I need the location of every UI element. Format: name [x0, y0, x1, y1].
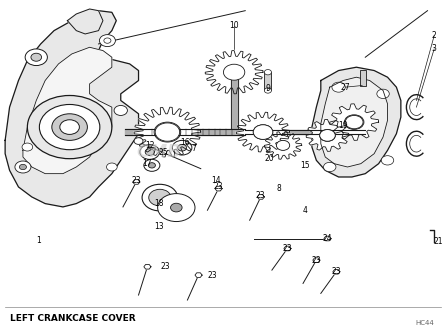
Circle shape [25, 49, 47, 65]
Text: 17: 17 [143, 159, 152, 168]
Text: 23: 23 [312, 256, 321, 265]
Circle shape [319, 129, 335, 141]
Circle shape [15, 161, 31, 173]
Circle shape [264, 88, 272, 93]
Circle shape [39, 105, 100, 150]
Circle shape [60, 120, 79, 134]
Text: 23: 23 [207, 271, 217, 280]
Text: LEFT CRANKCASE COVER: LEFT CRANKCASE COVER [9, 314, 135, 323]
Polygon shape [330, 104, 379, 140]
Polygon shape [231, 72, 238, 129]
Bar [360, 69, 366, 86]
Polygon shape [134, 107, 201, 157]
Circle shape [332, 82, 345, 92]
Polygon shape [321, 77, 388, 167]
Polygon shape [195, 273, 202, 278]
Circle shape [377, 89, 389, 99]
Circle shape [320, 130, 335, 141]
Text: 16: 16 [180, 138, 190, 147]
Text: 9: 9 [265, 85, 270, 93]
Circle shape [381, 156, 394, 165]
Circle shape [155, 123, 180, 141]
Circle shape [157, 194, 195, 221]
Circle shape [253, 125, 273, 139]
Circle shape [99, 35, 116, 47]
Polygon shape [324, 236, 331, 241]
Text: 20: 20 [265, 154, 274, 163]
Circle shape [149, 163, 155, 168]
Circle shape [277, 141, 289, 150]
Circle shape [172, 140, 192, 155]
Text: 2: 2 [432, 31, 437, 40]
Circle shape [225, 65, 243, 79]
Polygon shape [125, 129, 245, 135]
Polygon shape [245, 130, 365, 134]
Text: 15: 15 [301, 161, 310, 170]
Text: 24: 24 [322, 234, 332, 243]
Polygon shape [67, 9, 103, 34]
Circle shape [142, 184, 178, 211]
Text: 21: 21 [434, 237, 443, 246]
Bar [264, 72, 272, 91]
Polygon shape [144, 265, 151, 269]
Circle shape [27, 96, 112, 159]
Circle shape [19, 164, 26, 170]
Circle shape [144, 159, 160, 171]
Text: 27: 27 [340, 83, 350, 92]
Circle shape [149, 189, 171, 206]
Text: 23: 23 [256, 191, 266, 200]
Circle shape [114, 106, 128, 116]
Polygon shape [133, 180, 140, 184]
Polygon shape [205, 50, 263, 94]
Circle shape [52, 114, 87, 140]
Polygon shape [215, 186, 222, 191]
Polygon shape [264, 132, 301, 159]
Text: 18: 18 [154, 199, 163, 208]
Text: 23: 23 [331, 267, 341, 276]
Circle shape [345, 116, 363, 129]
Circle shape [22, 143, 33, 151]
Circle shape [140, 145, 159, 159]
Text: HC44: HC44 [415, 320, 434, 326]
Text: 8: 8 [276, 184, 281, 193]
Polygon shape [284, 246, 291, 251]
Text: 10: 10 [229, 21, 239, 30]
Circle shape [161, 127, 174, 137]
Circle shape [178, 144, 186, 151]
Polygon shape [5, 11, 139, 207]
Circle shape [170, 203, 182, 212]
Circle shape [253, 125, 273, 139]
Circle shape [31, 53, 41, 61]
Text: 14: 14 [211, 176, 221, 185]
Text: 7: 7 [192, 144, 197, 153]
Text: 12: 12 [145, 141, 154, 150]
Circle shape [344, 115, 364, 129]
Text: 1: 1 [36, 236, 41, 245]
Text: 25: 25 [158, 148, 168, 157]
Circle shape [277, 140, 290, 150]
Text: 23: 23 [283, 244, 292, 253]
Polygon shape [23, 47, 112, 174]
Circle shape [154, 122, 181, 142]
Polygon shape [257, 195, 264, 199]
Circle shape [107, 163, 117, 171]
Text: CMB: CMB [136, 143, 181, 161]
Circle shape [134, 138, 143, 144]
Text: 13: 13 [154, 222, 163, 231]
Circle shape [323, 162, 336, 172]
Text: 23: 23 [132, 176, 141, 185]
Text: 19: 19 [338, 121, 348, 130]
Circle shape [223, 64, 245, 80]
Circle shape [145, 149, 154, 155]
Polygon shape [236, 112, 290, 152]
Text: 23: 23 [214, 182, 223, 191]
Polygon shape [313, 258, 320, 263]
Polygon shape [306, 120, 349, 151]
Text: 4: 4 [303, 206, 308, 215]
Text: 3: 3 [432, 44, 437, 53]
Polygon shape [312, 67, 401, 177]
Text: 23: 23 [161, 262, 170, 271]
Polygon shape [333, 270, 340, 274]
Circle shape [264, 69, 272, 75]
